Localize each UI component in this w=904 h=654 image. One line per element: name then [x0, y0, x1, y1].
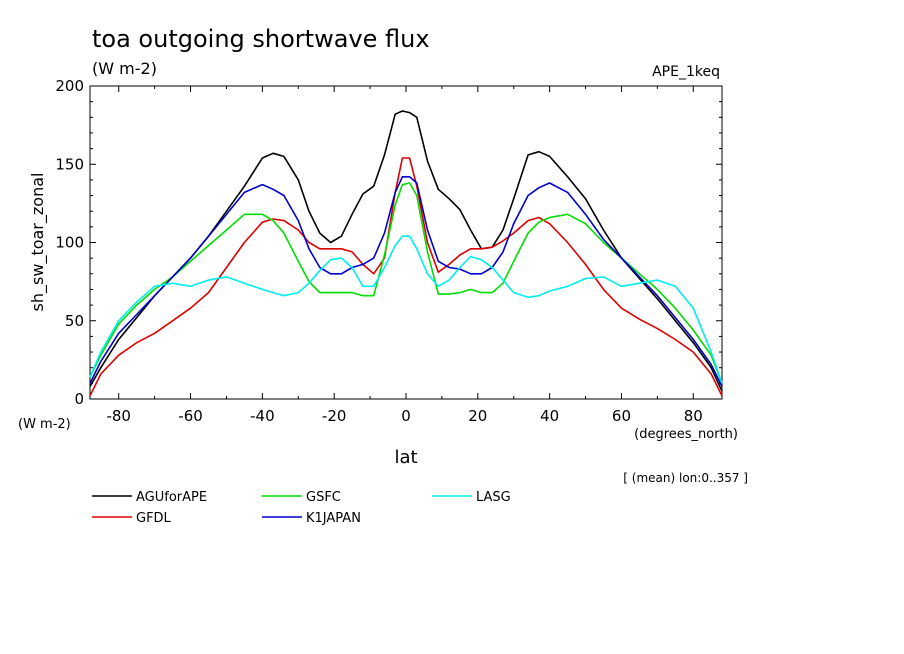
plot-marks: -80 -60 -40 -20 0 20 40 60 80 0 50 100 150 200 [55, 77, 723, 425]
y-axis-units: (W m-2) [18, 417, 71, 432]
series-line-gsfc [89, 182, 723, 384]
x-tick-label: -80 [106, 407, 131, 425]
y-tick-label: 150 [55, 155, 84, 173]
y-tick-label: 200 [55, 77, 84, 95]
mean-note: [ (mean) lon:0..357 ] [623, 471, 748, 485]
x-tick-label: 60 [612, 407, 631, 425]
x-tick-label: 40 [540, 407, 559, 425]
x-axis-units: (degrees_north) [634, 427, 738, 442]
series-line-lasg [89, 235, 723, 384]
y-tick-label: 50 [65, 312, 84, 330]
y-tick-label: 0 [74, 390, 84, 408]
x-tick-label: -60 [178, 407, 203, 425]
x-tick-label: -20 [322, 407, 347, 425]
legend-label-gsfc: GSFC [306, 490, 341, 505]
legend-label-aguforape: AGUforAPE [136, 490, 207, 505]
chart-title: toa outgoing shortwave flux [92, 25, 430, 53]
x-tick-label: 80 [684, 407, 703, 425]
series-line-aguforape [89, 110, 723, 392]
x-tick-label: 20 [468, 407, 487, 425]
x-tick-label: 0 [401, 407, 411, 425]
legend-label-k1japan: K1JAPAN [306, 511, 361, 526]
y-axis-label: sh_sw_toar_zonal [28, 173, 48, 312]
series-line-gfdl [89, 157, 723, 397]
plot-frame [89, 85, 723, 400]
chart-units: (W m-2) [92, 59, 157, 78]
x-tick-label: -40 [250, 407, 275, 425]
legend-label-gfdl: GFDL [136, 511, 172, 526]
legend-label-lasg: LASG [476, 490, 511, 505]
x-axis-label: lat [394, 447, 417, 468]
y-tick-label: 100 [55, 234, 84, 252]
experiment-label: APE_1keq [652, 64, 720, 80]
series-line-k1japan [89, 176, 723, 387]
legend: AGUforAPE GFDL GSFC K1JAPAN LASG [92, 490, 511, 526]
